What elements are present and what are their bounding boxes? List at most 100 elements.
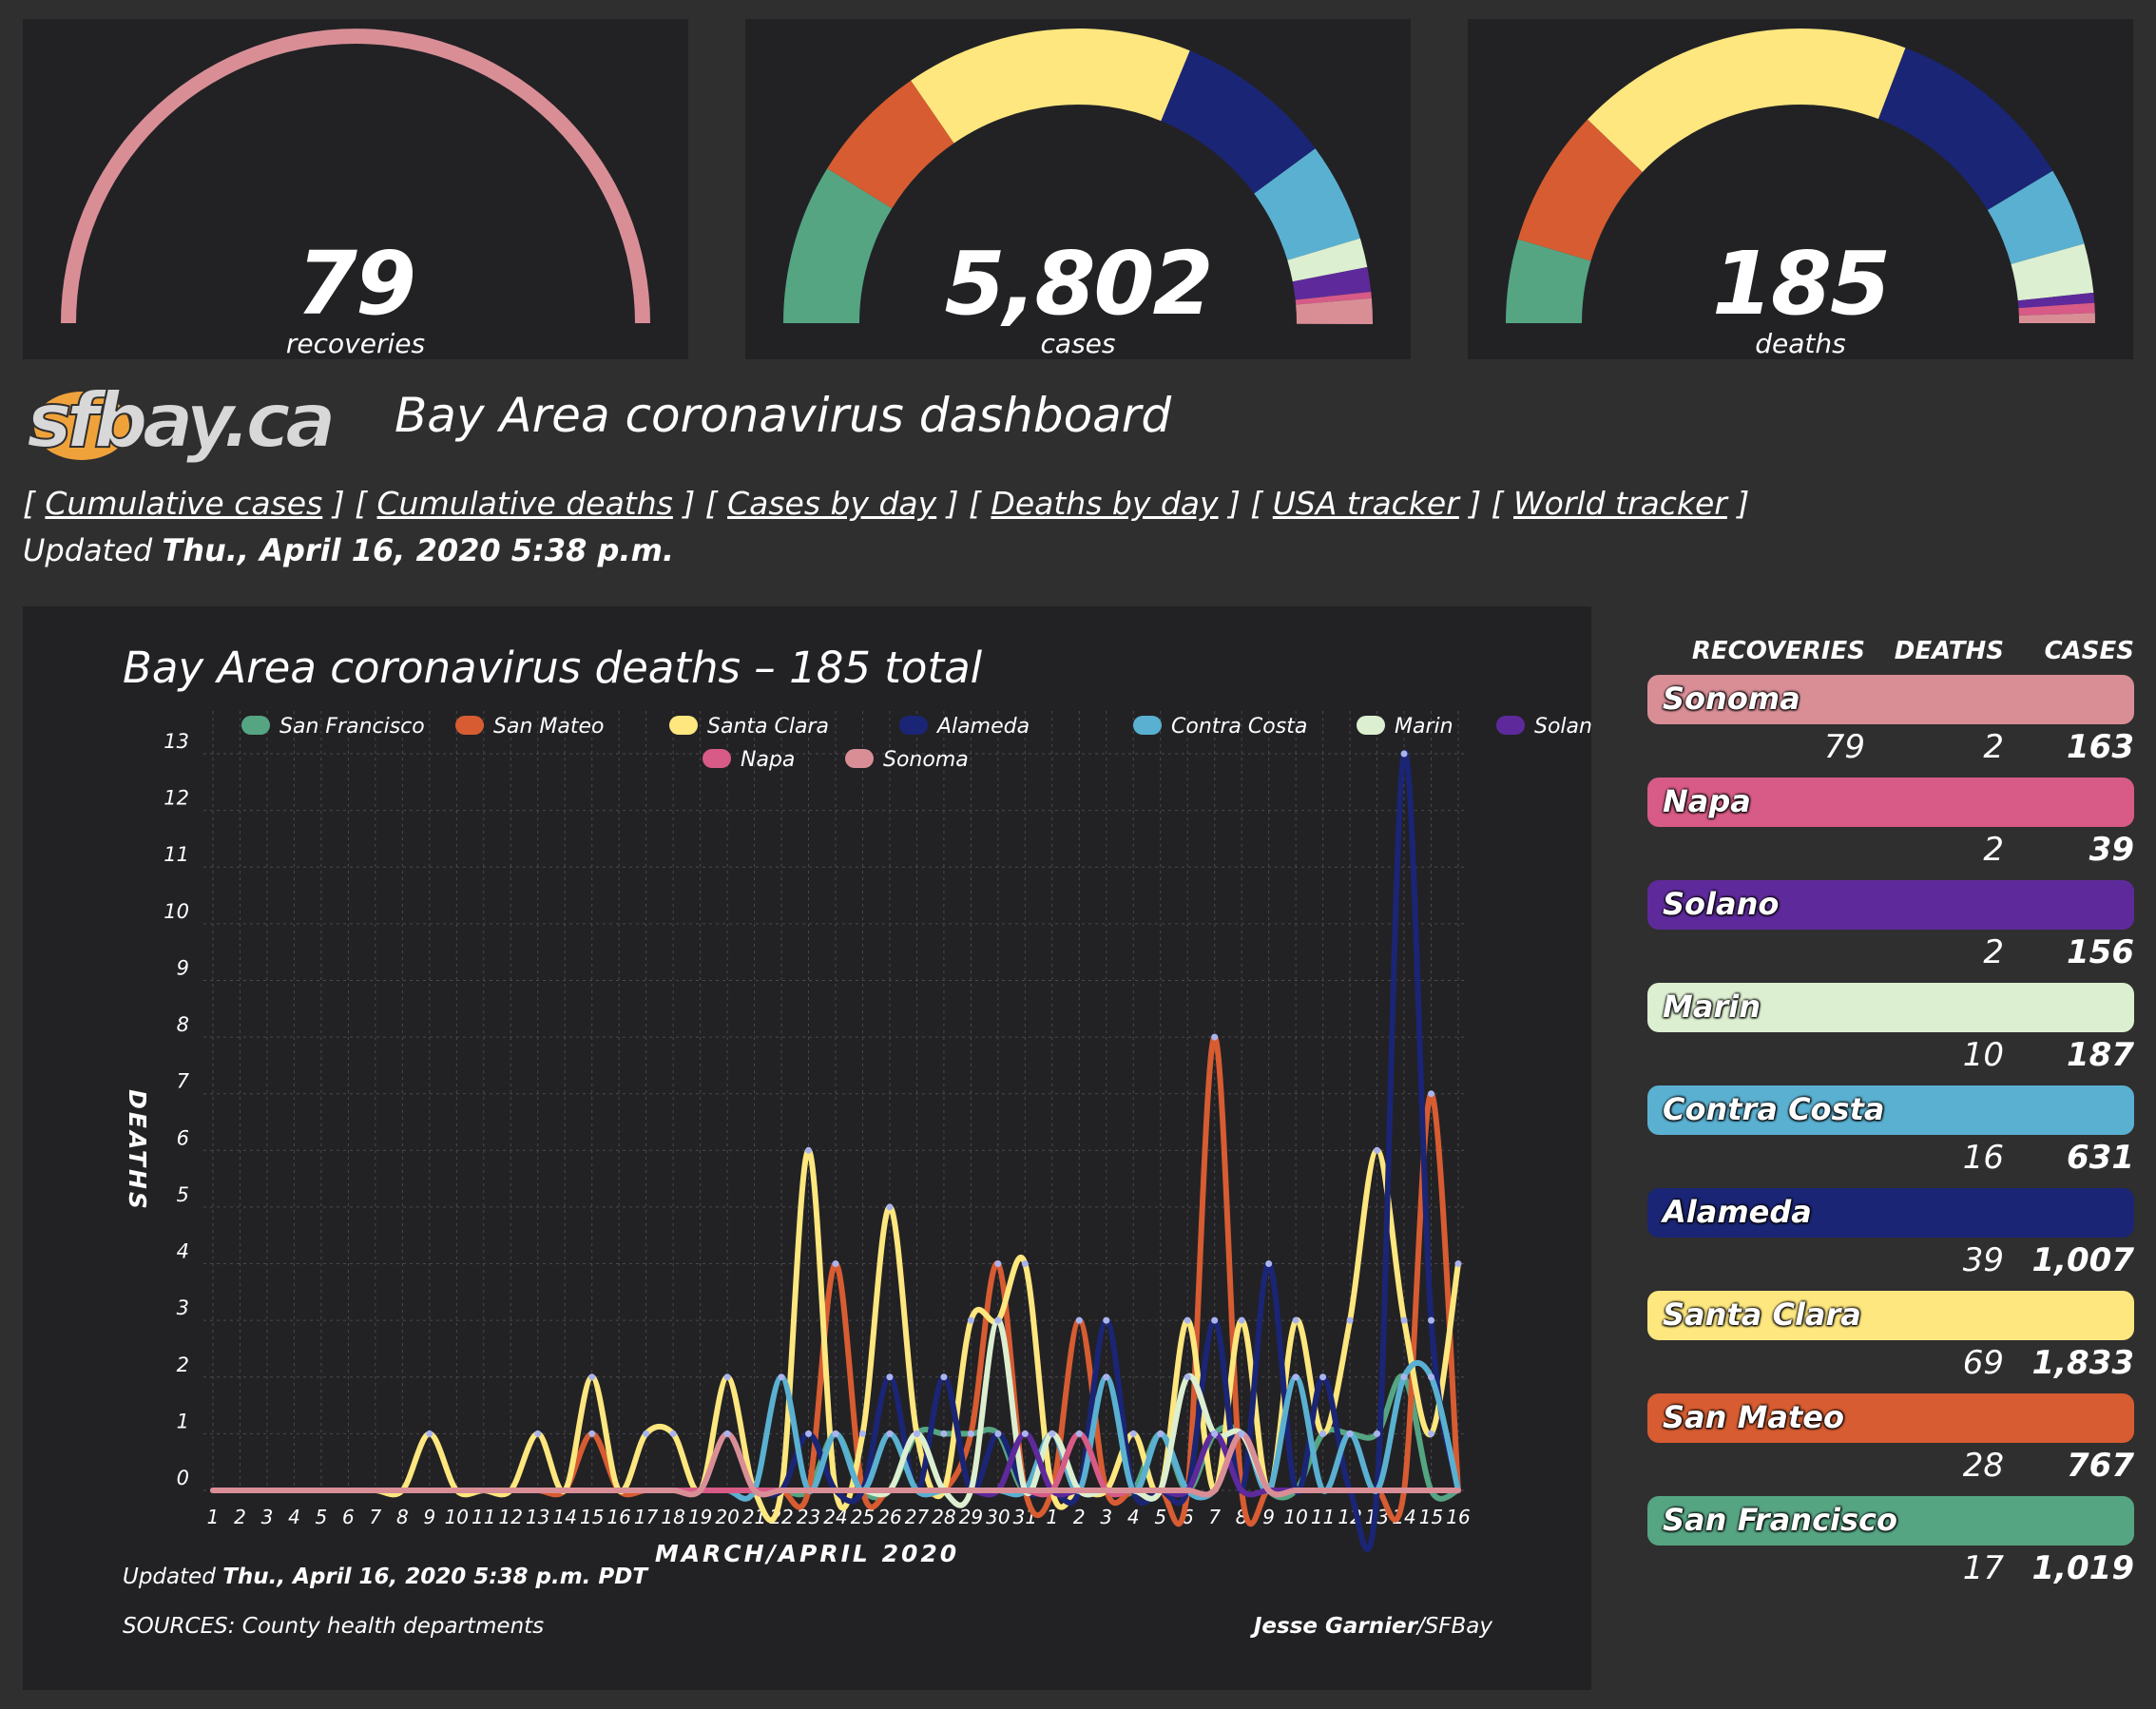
x-axis-label: MARCH/APRIL 2020 [655, 1540, 959, 1567]
data-point[interactable] [669, 1430, 677, 1437]
gauge-segment [1161, 50, 1316, 194]
data-point[interactable] [1211, 1430, 1219, 1437]
data-point[interactable] [1454, 1260, 1462, 1268]
data-point[interactable] [643, 1430, 650, 1437]
series-line-sonoma[interactable] [210, 1431, 1461, 1498]
gauge-segment [827, 80, 954, 209]
data-point[interactable] [426, 1430, 433, 1437]
y-axis-label: DEATHS [124, 1089, 151, 1212]
sfbay-logo[interactable]: sfbay.ca [23, 378, 371, 466]
data-point[interactable] [967, 1316, 974, 1324]
data-point[interactable] [1374, 1146, 1381, 1154]
data-point[interactable] [723, 1430, 731, 1437]
data-point[interactable] [886, 1203, 894, 1211]
nav-world-tracker[interactable]: World tracker [1513, 485, 1727, 522]
x-tick-label: 29 [959, 1506, 983, 1528]
data-point[interactable] [1103, 1316, 1110, 1324]
data-point[interactable] [967, 1430, 974, 1437]
legend-swatch [1496, 716, 1525, 735]
x-tick-label: 28 [932, 1506, 955, 1528]
data-point[interactable] [1211, 1316, 1219, 1324]
data-point[interactable] [1428, 1373, 1435, 1381]
data-point[interactable] [588, 1373, 596, 1381]
data-point[interactable] [832, 1430, 839, 1437]
nav-cumulative-cases[interactable]: Cumulative cases [45, 485, 323, 522]
nav-deaths-by-day[interactable]: Deaths by day [991, 485, 1219, 522]
legend-label[interactable]: Napa [741, 748, 795, 772]
x-tick-label: 7 [370, 1506, 382, 1528]
nav-cumulative-deaths[interactable]: Cumulative deaths [376, 485, 673, 522]
legend-label[interactable]: San Mateo [493, 715, 604, 739]
data-point[interactable] [1184, 1373, 1191, 1381]
data-point[interactable] [1400, 750, 1408, 758]
data-point[interactable] [1428, 1316, 1435, 1324]
data-point[interactable] [1211, 1033, 1219, 1041]
county-row-san-mateo: San Mateo 28 767 [1647, 1393, 2134, 1496]
data-point[interactable] [1075, 1316, 1083, 1324]
data-point[interactable] [588, 1430, 596, 1437]
data-point[interactable] [1374, 1430, 1381, 1437]
nav-usa-tracker[interactable]: USA tracker [1272, 485, 1459, 522]
data-point[interactable] [1021, 1430, 1029, 1437]
data-point[interactable] [1238, 1316, 1245, 1324]
data-point[interactable] [1292, 1373, 1299, 1381]
data-point[interactable] [1049, 1430, 1056, 1437]
data-point[interactable] [1428, 1430, 1435, 1437]
data-point[interactable] [1103, 1373, 1110, 1381]
data-point[interactable] [1319, 1373, 1327, 1381]
data-point[interactable] [1400, 1316, 1408, 1324]
x-tick-label: 10 [1283, 1506, 1307, 1528]
nav-cases-by-day[interactable]: Cases by day [727, 485, 937, 522]
gauge-segment [1254, 148, 1360, 260]
gauge-segment [1588, 29, 1906, 172]
data-point[interactable] [994, 1430, 1002, 1437]
data-point[interactable] [805, 1146, 813, 1154]
data-point[interactable] [1265, 1260, 1273, 1268]
legend-label[interactable]: San Francisco [279, 715, 425, 739]
data-point[interactable] [994, 1260, 1002, 1268]
data-point[interactable] [913, 1430, 920, 1437]
data-point[interactable] [1292, 1316, 1299, 1324]
data-point[interactable] [805, 1430, 813, 1437]
legend-swatch [1133, 716, 1162, 735]
legend-label[interactable]: Solano [1534, 715, 1591, 739]
legend-label[interactable]: Marin [1395, 715, 1453, 739]
data-point[interactable] [940, 1430, 948, 1437]
updated-date: Thu., April 16, 2020 5:38 p.m. [162, 532, 675, 568]
x-tick-label: 13 [526, 1506, 549, 1528]
data-point[interactable] [1319, 1430, 1327, 1437]
chart-updated-prefix: Updated [123, 1565, 216, 1589]
data-point[interactable] [1075, 1430, 1083, 1437]
nav-links: [ Cumulative cases ] [ Cumulative deaths… [23, 485, 1750, 522]
legend-swatch [241, 716, 270, 735]
header-cases: CASES [2044, 637, 2134, 665]
data-point[interactable] [778, 1373, 785, 1381]
data-point[interactable] [1346, 1316, 1354, 1324]
county-deaths: 28 [1962, 1447, 2004, 1485]
data-point[interactable] [723, 1373, 731, 1381]
legend-label[interactable]: Alameda [935, 715, 1030, 739]
data-point[interactable] [1428, 1090, 1435, 1098]
data-point[interactable] [1346, 1430, 1354, 1437]
data-point[interactable] [940, 1373, 948, 1381]
county-bar: San Francisco [1647, 1496, 2134, 1546]
county-row-san-francisco: San Francisco 17 1,019 [1647, 1496, 2134, 1599]
data-point[interactable] [832, 1260, 839, 1268]
data-point[interactable] [1129, 1430, 1137, 1437]
data-point[interactable] [858, 1430, 866, 1437]
legend-label[interactable]: Sonoma [883, 748, 969, 772]
x-tick-label: 15 [1419, 1506, 1443, 1528]
data-point[interactable] [534, 1430, 542, 1437]
data-point[interactable] [886, 1373, 894, 1381]
data-point[interactable] [886, 1430, 894, 1437]
data-point[interactable] [1238, 1430, 1245, 1437]
gauge-segment [1506, 239, 1591, 323]
data-point[interactable] [1184, 1316, 1191, 1324]
data-point[interactable] [1157, 1430, 1165, 1437]
data-point[interactable] [994, 1316, 1002, 1324]
y-tick-label: 5 [177, 1183, 189, 1206]
data-point[interactable] [1021, 1260, 1029, 1268]
legend-label[interactable]: Contra Costa [1171, 715, 1307, 739]
data-point[interactable] [1400, 1373, 1408, 1381]
legend-label[interactable]: Santa Clara [707, 715, 829, 739]
